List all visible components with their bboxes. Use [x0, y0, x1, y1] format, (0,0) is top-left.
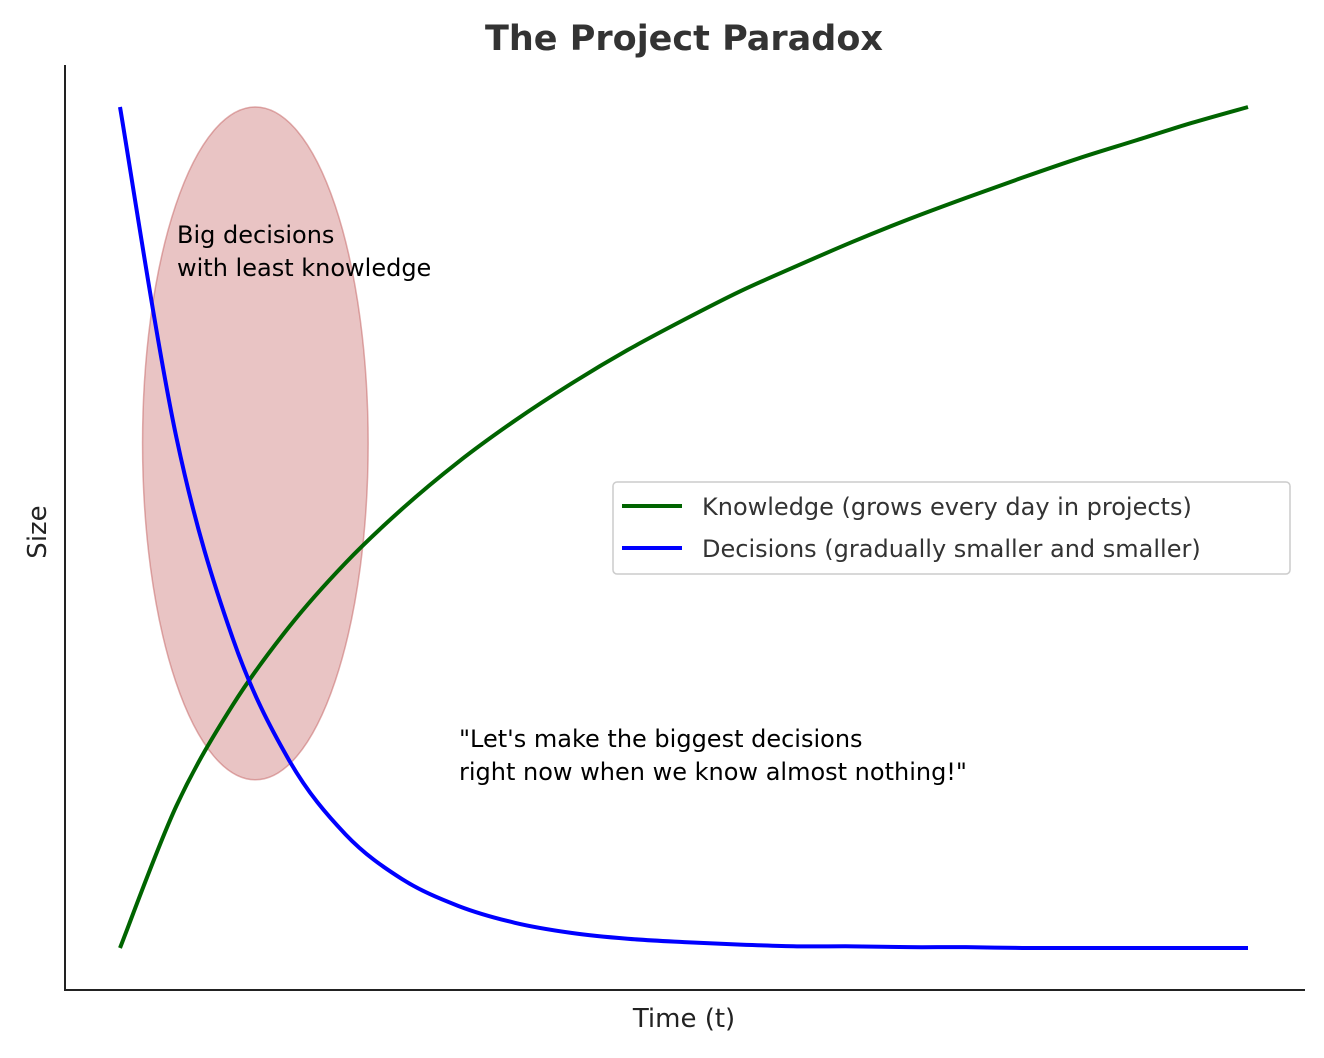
legend-box: [612, 481, 1291, 575]
legend-label-decisions: Decisions (gradually smaller and smaller…: [702, 535, 1201, 563]
chart-title: The Project Paradox: [485, 19, 883, 59]
annotation-line: Big decisions: [177, 221, 334, 249]
legend: Knowledge (grows every day in projects) …: [612, 481, 1291, 575]
annotation-line: "Let's make the biggest decisions: [459, 725, 863, 753]
series-line-knowledge: [118, 105, 1249, 949]
annotation-quote: "Let's make the biggest decisions right …: [459, 725, 967, 786]
legend-label-knowledge: Knowledge (grows every day in projects): [702, 493, 1192, 521]
annotation-line: with least knowledge: [177, 254, 431, 282]
series-line-decisions: [118, 106, 1248, 951]
highlight-ellipse: [141, 106, 369, 781]
x-axis-label: Time (t): [632, 1004, 735, 1034]
annotation-line: right now when we know almost nothing!": [459, 758, 967, 786]
annotation-big-decisions: Big decisions with least knowledge: [177, 221, 431, 282]
y-axis-label: Size: [23, 505, 53, 558]
